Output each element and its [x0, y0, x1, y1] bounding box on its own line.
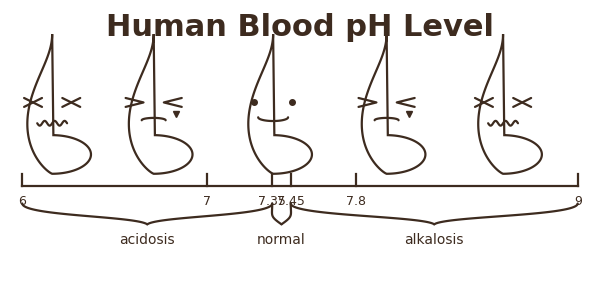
Text: 7.8: 7.8: [346, 195, 365, 208]
Text: 6: 6: [19, 195, 26, 208]
Text: 9: 9: [574, 195, 581, 208]
Text: normal: normal: [257, 233, 306, 247]
Text: 7.35: 7.35: [258, 195, 286, 208]
Text: 7: 7: [203, 195, 211, 208]
Text: acidosis: acidosis: [119, 233, 175, 247]
Text: Human Blood pH Level: Human Blood pH Level: [106, 13, 494, 42]
Text: alkalosis: alkalosis: [404, 233, 464, 247]
Text: 7.45: 7.45: [277, 195, 305, 208]
